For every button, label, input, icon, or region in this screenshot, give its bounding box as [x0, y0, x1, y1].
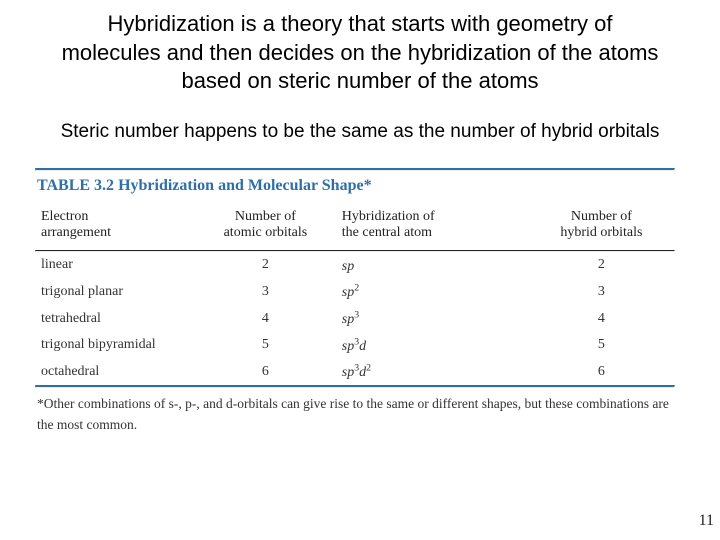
table-caption-text: Hybridization and Molecular Shape*	[118, 177, 372, 194]
table-row: trigonal planar 3 sp2 3	[35, 279, 675, 306]
hybrid-sup: 3	[354, 309, 359, 320]
cell-norb: 3	[528, 279, 675, 306]
table-footnote: *Other combinations of s-, p-, and d-orb…	[35, 388, 675, 435]
hybrid-d: d	[359, 339, 366, 354]
cell-norb: 2	[528, 252, 675, 279]
col-header-arrangement: Electronarrangement	[35, 201, 195, 251]
cell-arrangement: trigonal planar	[35, 279, 195, 306]
hybrid-base: sp	[342, 339, 354, 354]
table-header-row: Electronarrangement Number ofatomic orbi…	[35, 201, 675, 251]
cell-hybrid: sp3d2	[336, 359, 528, 386]
cell-arrangement: linear	[35, 252, 195, 279]
hybrid-base: sp	[342, 312, 354, 327]
page-number: 11	[699, 512, 714, 530]
cell-atomic: 3	[195, 279, 336, 306]
table-row: octahedral 6 sp3d2 6	[35, 359, 675, 386]
slide-title: Hybridization is a theory that starts wi…	[40, 10, 680, 96]
hybrid-base: sp	[342, 365, 354, 380]
cell-atomic: 5	[195, 332, 336, 359]
data-table: Electronarrangement Number ofatomic orbi…	[35, 201, 675, 386]
cell-atomic: 6	[195, 359, 336, 386]
cell-norb: 6	[528, 359, 675, 386]
table-body: linear 2 sp 2 trigonal planar 3 sp2 3 te…	[35, 250, 675, 385]
hybridization-table: TABLE 3.2 Hybridization and Molecular Sh…	[35, 168, 675, 435]
cell-hybrid: sp2	[336, 279, 528, 306]
cell-norb: 5	[528, 332, 675, 359]
table-row: linear 2 sp 2	[35, 252, 675, 279]
hybrid-base: sp	[342, 285, 354, 300]
table-caption: TABLE 3.2 Hybridization and Molecular Sh…	[35, 171, 675, 201]
table-caption-label: TABLE 3.2	[37, 177, 114, 194]
cell-hybrid: sp	[336, 252, 528, 279]
table-row: trigonal bipyramidal 5 sp3d 5	[35, 332, 675, 359]
col-header-hybridization: Hybridization ofthe central atom	[336, 201, 528, 251]
cell-atomic: 2	[195, 252, 336, 279]
slide-subtitle: Steric number happens to be the same as …	[40, 120, 680, 144]
cell-atomic: 4	[195, 305, 336, 332]
col-header-hybrid-orbitals: Number ofhybrid orbitals	[528, 201, 675, 251]
hybrid-base: sp	[342, 259, 354, 274]
slide: Hybridization is a theory that starts wi…	[0, 0, 720, 540]
col-header-atomic: Number ofatomic orbitals	[195, 201, 336, 251]
cell-hybrid: sp3d	[336, 332, 528, 359]
hybrid-dsup: 2	[366, 363, 371, 374]
cell-norb: 4	[528, 305, 675, 332]
hybrid-sup: 2	[354, 283, 359, 294]
table-row: tetrahedral 4 sp3 4	[35, 305, 675, 332]
cell-arrangement: tetrahedral	[35, 305, 195, 332]
cell-hybrid: sp3	[336, 305, 528, 332]
cell-arrangement: octahedral	[35, 359, 195, 386]
cell-arrangement: trigonal bipyramidal	[35, 332, 195, 359]
